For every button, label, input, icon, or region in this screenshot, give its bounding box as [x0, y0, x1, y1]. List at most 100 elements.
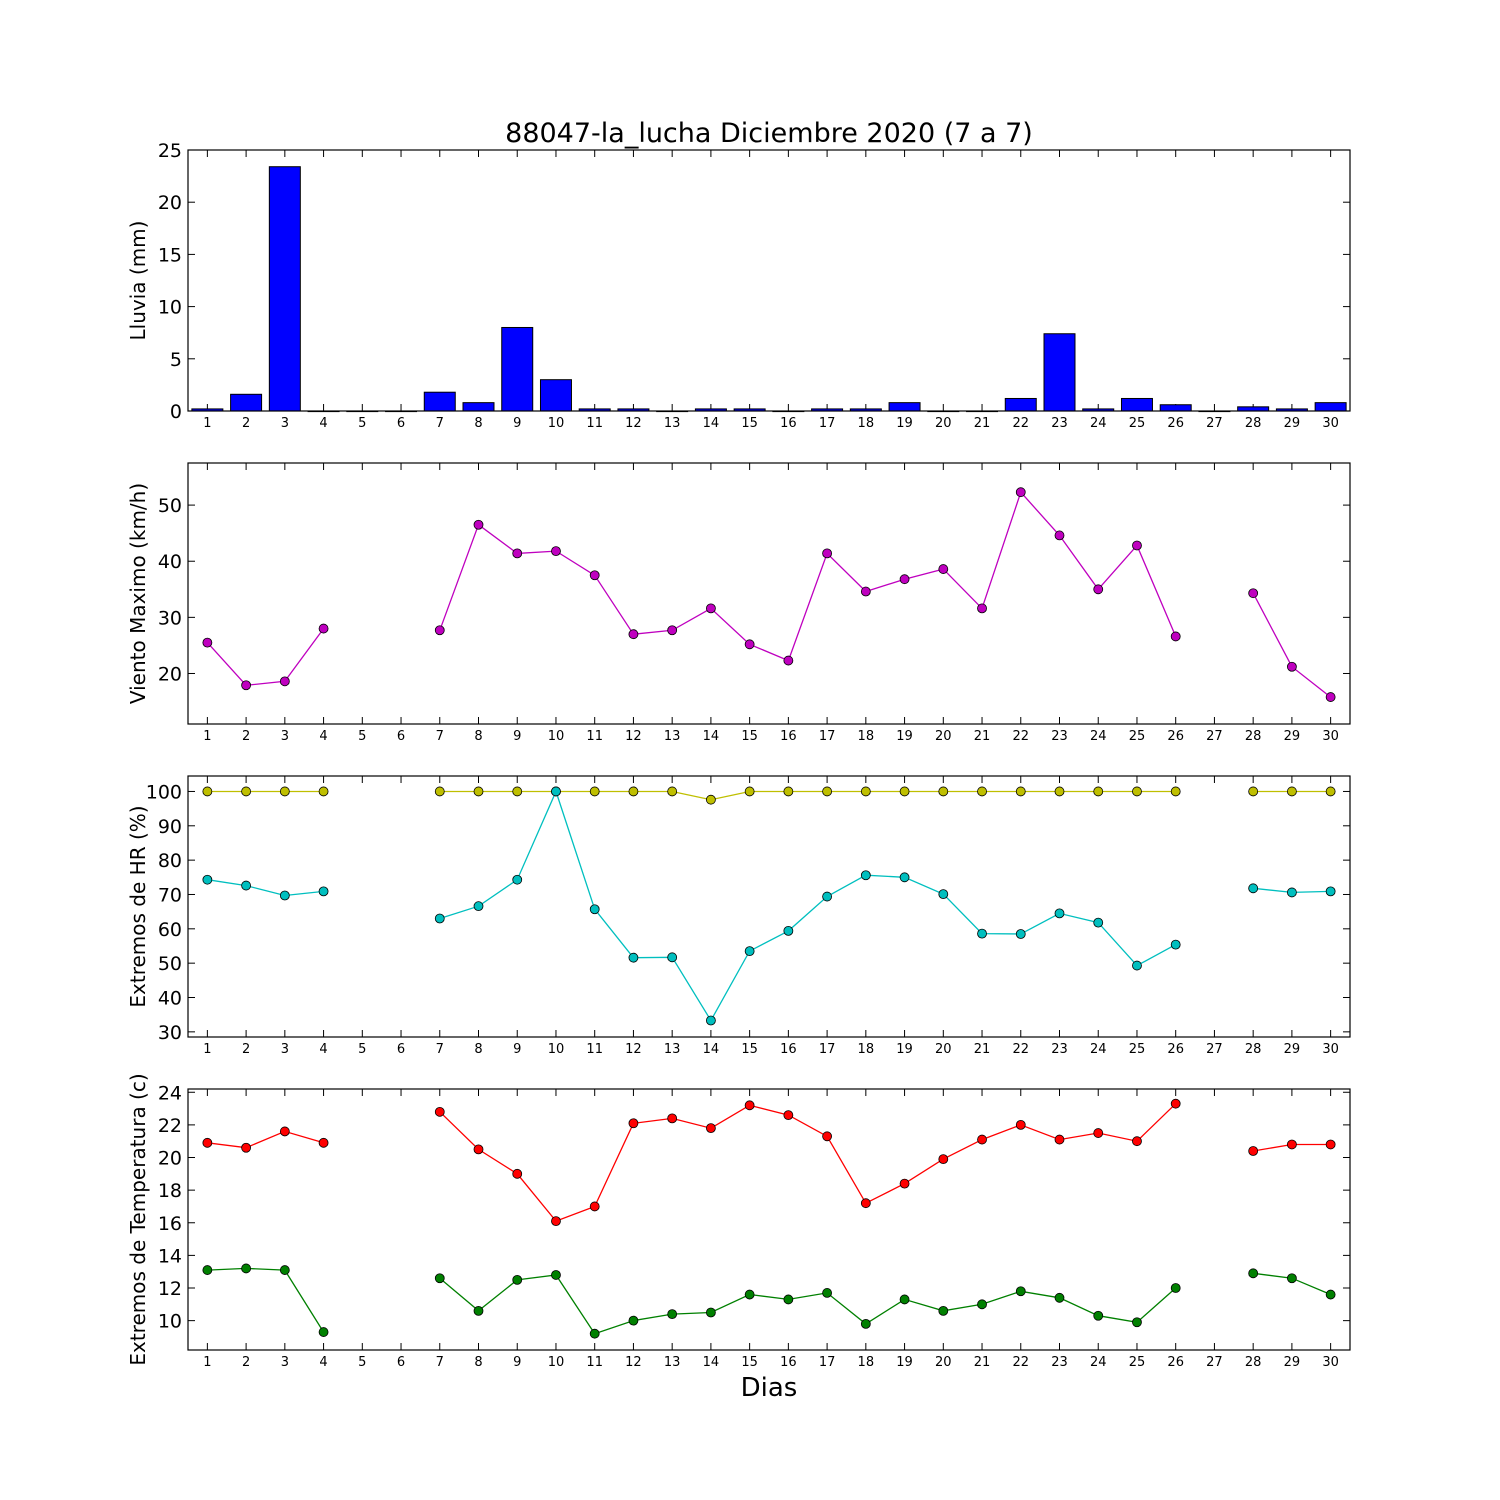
wind-ytick-label: 50	[158, 495, 182, 517]
humidity-series-1-point	[1287, 786, 1297, 797]
wind-xtick-label: 1	[203, 729, 211, 744]
temperature-series-1-point	[1325, 1139, 1336, 1150]
temperature-series-1-point	[434, 1106, 445, 1117]
humidity-series-2-point	[706, 1015, 716, 1026]
wind-xtick-label: 11	[586, 729, 603, 744]
rain-bar	[268, 166, 301, 412]
rain-ytick-label: 0	[170, 401, 182, 423]
temperature-series-1-point	[783, 1110, 794, 1120]
humidity-series-2-point	[1287, 887, 1297, 898]
humidity-ytick-label: 30	[158, 1022, 182, 1044]
humidity-series-2-point	[1170, 939, 1181, 950]
temperature-xtick-label: 14	[703, 1355, 720, 1370]
temperature-series-2-point	[860, 1319, 871, 1329]
humidity-series-1-point	[1054, 786, 1065, 797]
temperature-series-1-point	[1093, 1128, 1104, 1138]
temperature-xtick-label: 18	[858, 1355, 875, 1370]
temperature-series-1-point	[589, 1201, 600, 1212]
temperature-xtick-label: 6	[397, 1355, 405, 1370]
humidity-xtick-label: 2	[242, 1042, 250, 1057]
wind-xtick-label: 2	[242, 729, 250, 744]
rain-xtick-label: 26	[1167, 416, 1184, 431]
chart-title: 88047-la_lucha Diciembre 2020 (7 a 7)	[505, 118, 1033, 149]
wind-xtick-label: 27	[1206, 729, 1223, 744]
wind-series-1-point	[860, 586, 871, 597]
temperature-series-1-point	[1015, 1119, 1026, 1130]
humidity-series-1-point	[1170, 786, 1181, 797]
humidity-series-1-point	[1248, 786, 1259, 797]
temperature-series-2-point	[1325, 1289, 1336, 1300]
rain-bar	[1314, 402, 1347, 412]
temperature-ytick-label: 18	[158, 1180, 182, 1202]
wind-series-1-point	[706, 603, 716, 614]
humidity-series-2-point	[473, 901, 484, 912]
humidity-series-1-point	[473, 786, 484, 797]
humidity-xtick-label: 23	[1051, 1042, 1068, 1057]
humidity-series-2-point	[977, 928, 987, 939]
rain-xtick-label: 6	[397, 416, 405, 431]
temperature-series-1-point	[512, 1168, 523, 1179]
temperature-xtick-label: 7	[436, 1355, 444, 1370]
temperature-series-1-point	[473, 1144, 484, 1155]
wind-series-1-point	[473, 519, 484, 530]
temperature-series-2-point	[977, 1299, 987, 1310]
humidity-series-1-point	[1325, 786, 1336, 797]
rain-xtick-label: 13	[664, 416, 681, 431]
temperature-series-1-point	[706, 1123, 716, 1134]
wind-series-1-point	[744, 639, 755, 650]
rain-xtick-label: 12	[625, 416, 642, 431]
humidity-series-2-point	[899, 872, 910, 883]
temperature-xtick-label: 29	[1284, 1355, 1301, 1370]
wind-xtick-label: 5	[358, 729, 366, 744]
wind-xtick-label: 10	[548, 729, 565, 744]
temperature-ytick-label: 10	[158, 1311, 182, 1333]
rain-ytick-label: 15	[158, 244, 182, 266]
temperature-series-1-point	[667, 1113, 678, 1124]
rain-bar	[1237, 406, 1270, 412]
temperature-series-2-line	[439, 1274, 1177, 1335]
wind-series-1-point	[279, 676, 290, 687]
humidity-ytick-label: 60	[158, 919, 182, 941]
rain-bar	[1159, 404, 1192, 412]
wind-series-1-point	[938, 564, 949, 574]
humidity-xtick-label: 30	[1322, 1042, 1339, 1057]
rain-xtick-label: 7	[436, 416, 444, 431]
wind-xtick-label: 15	[741, 729, 758, 744]
temperature-plot-frame	[187, 1088, 1351, 1351]
temperature-xtick-label: 10	[548, 1355, 565, 1370]
temperature-xtick-label: 5	[358, 1355, 366, 1370]
humidity-ytick-label: 100	[146, 781, 182, 803]
wind-xtick-label: 24	[1090, 729, 1107, 744]
temperature-xtick-label: 22	[1012, 1355, 1029, 1370]
temperature-series-1-point	[938, 1154, 949, 1165]
humidity-series-2-point	[938, 889, 949, 900]
wind-xtick-label: 14	[703, 729, 720, 744]
humidity-series-1-point	[706, 794, 716, 805]
temperature-series-2-point	[744, 1289, 755, 1300]
humidity-xtick-label: 7	[436, 1042, 444, 1057]
temperature-series-2-point	[1248, 1268, 1259, 1279]
temperature-series-2-point	[1054, 1292, 1065, 1303]
temperature-series-1-point	[241, 1142, 252, 1153]
wind-xtick-label: 20	[935, 729, 952, 744]
humidity-xtick-label: 9	[513, 1042, 521, 1057]
wind-xtick-label: 16	[780, 729, 797, 744]
rain-xtick-label: 19	[896, 416, 913, 431]
wind-series-1-point	[551, 546, 561, 557]
wind-xtick-label: 8	[474, 729, 482, 744]
rain-xtick-label: 15	[741, 416, 758, 431]
humidity-xtick-label: 3	[281, 1042, 289, 1057]
humidity-series-2-point	[318, 886, 329, 897]
rain-xtick-label: 2	[242, 416, 250, 431]
temperature-series-1-point	[1170, 1098, 1181, 1109]
temperature-series-1-point	[1248, 1146, 1259, 1156]
temperature-series-2-point	[241, 1263, 252, 1274]
wind-series-1-point	[318, 623, 329, 634]
temperature-series-2-point	[512, 1274, 523, 1285]
wind-xtick-label: 6	[397, 729, 405, 744]
rain-xtick-label: 14	[703, 416, 720, 431]
wind-series-1-point	[1287, 661, 1297, 672]
humidity-series-1-point	[202, 786, 213, 797]
